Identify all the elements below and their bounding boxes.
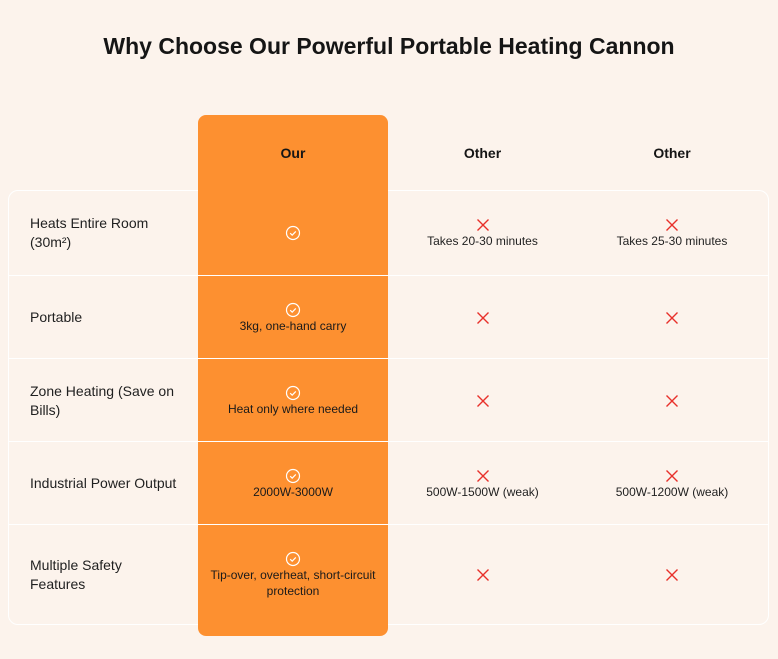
other1-cell xyxy=(388,359,577,442)
other2-cell: 500W-1200W (weak) xyxy=(577,442,767,525)
our-note: Tip-over, overheat, short-circuit protec… xyxy=(210,567,376,598)
feature-label: Zone Heating (Save on Bills) xyxy=(30,382,174,418)
check-circle-icon xyxy=(285,385,301,401)
our-note: 2000W-3000W xyxy=(253,484,333,499)
other2-cell: Takes 25-30 minutes xyxy=(577,190,767,275)
cross-icon xyxy=(664,217,680,233)
other1-cell: 500W-1500W (weak) xyxy=(388,442,577,525)
our-column-highlight xyxy=(198,115,388,636)
table-row: Multiple Safety Features Tip-over, overhe… xyxy=(8,524,769,624)
our-note: Heat only where needed xyxy=(227,401,359,416)
table-row: Heats Entire Room (30m²) Takes 20-30 minu… xyxy=(8,190,769,275)
our-cell: Tip-over, overheat, short-circuit protec… xyxy=(198,525,388,624)
our-cell: Heat only where needed xyxy=(198,359,388,442)
other1-cell: Takes 20-30 minutes xyxy=(388,190,577,275)
column-header-other-1: Other xyxy=(463,144,502,161)
feature-label: Portable xyxy=(30,309,83,325)
other1-cell xyxy=(388,525,577,624)
cross-icon xyxy=(475,310,491,326)
cross-icon xyxy=(475,393,491,409)
table-row: Portable 3kg, one-hand carry xyxy=(8,275,769,359)
cross-icon xyxy=(664,393,680,409)
other2-cell xyxy=(577,359,767,442)
comparison-table xyxy=(8,190,769,625)
table-row: Industrial Power Output 2000W-3000W 500W-1… xyxy=(8,441,769,525)
feature-label: Heats Entire Room (30m²) xyxy=(30,214,149,250)
check-circle-icon xyxy=(285,225,301,241)
our-cell: 3kg, one-hand carry xyxy=(198,276,388,359)
other2-note: Takes 25-30 minutes xyxy=(616,233,728,248)
other1-note: 500W-1500W (weak) xyxy=(426,484,539,499)
column-header-our: Our xyxy=(280,144,306,161)
check-circle-icon xyxy=(285,302,301,318)
cross-icon xyxy=(475,468,491,484)
other1-note: Takes 20-30 minutes xyxy=(427,233,538,248)
cross-icon xyxy=(475,567,491,583)
other1-cell xyxy=(388,276,577,359)
our-cell: 2000W-3000W xyxy=(198,442,388,525)
our-note: 3kg, one-hand carry xyxy=(239,318,347,333)
other2-note: 500W-1200W (weak) xyxy=(615,484,729,499)
cross-icon xyxy=(664,310,680,326)
cross-icon xyxy=(664,468,680,484)
other2-cell xyxy=(577,276,767,359)
page-title: Why Choose Our Powerful Portable Heating… xyxy=(103,33,675,59)
cross-icon xyxy=(664,567,680,583)
check-circle-icon xyxy=(285,468,301,484)
other2-cell xyxy=(577,525,767,624)
cross-icon xyxy=(475,217,491,233)
our-cell xyxy=(198,190,388,275)
column-header-other-2: Other xyxy=(653,144,691,161)
feature-label: Industrial Power Output xyxy=(30,475,177,491)
feature-label: Multiple Safety Features xyxy=(30,556,122,592)
table-row: Zone Heating (Save on Bills) Heat only wh… xyxy=(8,358,769,442)
check-circle-icon xyxy=(285,551,301,567)
